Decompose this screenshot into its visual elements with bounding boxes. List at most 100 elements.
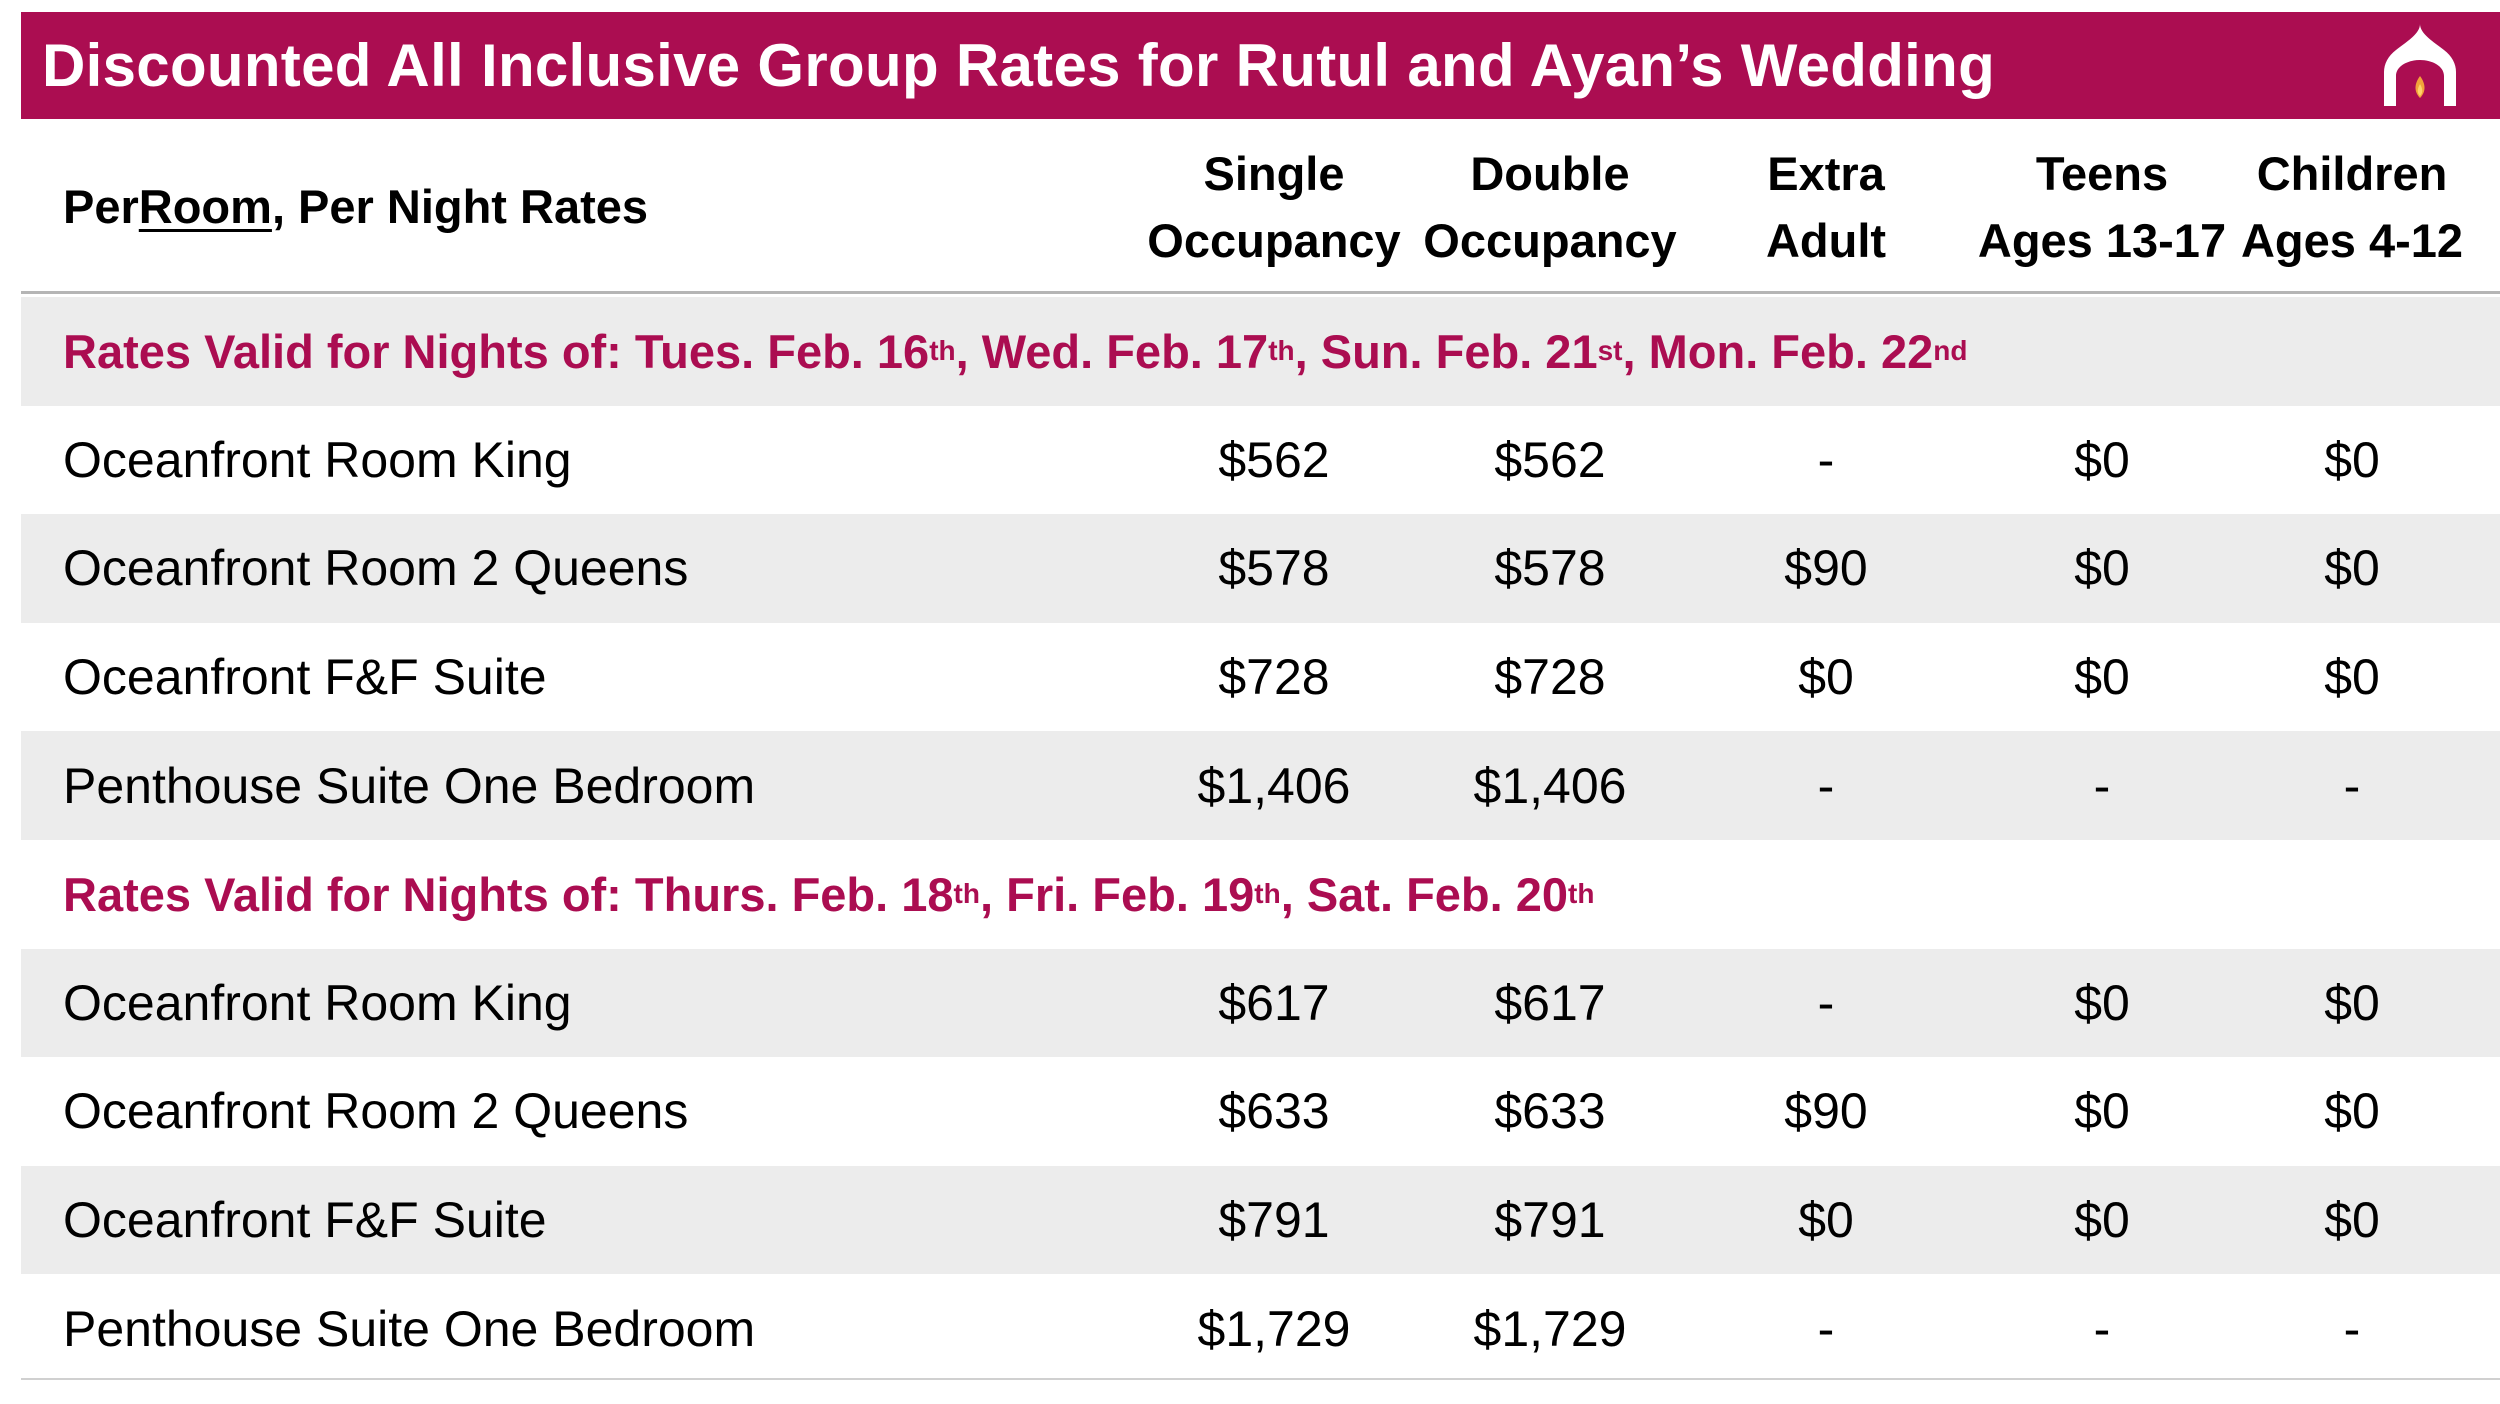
table-row: Oceanfront Room King $617 $617 - $0 $0: [21, 948, 2500, 1058]
section-date: Sat. Feb. 20: [1306, 867, 1569, 921]
rate-double-occupancy: $728: [1494, 649, 1606, 706]
section-heading-prefix: Rates Valid for Nights of:: [63, 324, 635, 378]
col-header-line2: Occupancy: [1423, 213, 1677, 267]
col-header-single: Single Occupancy: [1136, 119, 1412, 294]
section-date-separator: ,: [1294, 324, 1321, 378]
rate-double-occupancy: $791: [1494, 1192, 1606, 1249]
rate-teens: -: [2093, 757, 2111, 814]
col-header-line1: Children: [2256, 146, 2448, 200]
rate-children: $0: [2324, 431, 2380, 488]
table-header: Per Room, Per Night Rates Single Occupan…: [21, 119, 2500, 294]
rate-single-occupancy: $578: [1218, 540, 1330, 597]
section-date-separator: ,: [955, 324, 982, 378]
rate-extra-adult: -: [1817, 1300, 1835, 1357]
table-row: Oceanfront Room King $562 $562 - $0 $0: [21, 405, 2500, 515]
room-type: Oceanfront Room 2 Queens: [63, 540, 689, 597]
section-heading: Rates Valid for Nights of: Tues. Feb. 16…: [63, 324, 1968, 378]
page-title: Discounted All Inclusive Group Rates for…: [42, 32, 1996, 99]
section-heading-prefix: Rates Valid for Nights of:: [63, 867, 635, 921]
title-bar: Discounted All Inclusive Group Rates for…: [21, 12, 2500, 119]
rate-double-occupancy: $1,406: [1473, 757, 1627, 814]
row-header-pre: Per: [63, 180, 139, 233]
room-type: Penthouse Suite One Bedroom: [63, 757, 756, 814]
rate-single-occupancy: $1,729: [1197, 1300, 1351, 1357]
col-header-line2: Adult: [1765, 213, 1887, 267]
rate-extra-adult: $0: [1798, 649, 1854, 706]
col-header-children: Children Ages 4-12: [2214, 119, 2490, 294]
section-date: Sun. Feb. 21: [1320, 324, 1598, 378]
rate-single-occupancy: $617: [1218, 974, 1330, 1031]
section-heading-row: Rates Valid for Nights of: Thurs. Feb. 1…: [21, 839, 2500, 949]
room-type: Oceanfront Room 2 Queens: [63, 1083, 689, 1140]
table-body: Rates Valid for Nights of: Tues. Feb. 16…: [21, 297, 2500, 1383]
room-type: Penthouse Suite One Bedroom: [63, 1300, 756, 1357]
rate-children: $0: [2324, 540, 2380, 597]
rate-children: -: [2343, 1300, 2361, 1357]
rate-single-occupancy: $728: [1218, 649, 1330, 706]
table-row: Oceanfront F&F Suite $728 $728 $0 $0 $0: [21, 622, 2500, 732]
rate-single-occupancy: $791: [1218, 1192, 1330, 1249]
rate-double-occupancy: $617: [1494, 974, 1606, 1031]
rate-children: $0: [2324, 974, 2380, 1031]
room-type: Oceanfront Room King: [63, 431, 572, 488]
section-date: Thurs. Feb. 18: [634, 867, 954, 921]
col-header-line2: Occupancy: [1147, 213, 1401, 267]
rate-double-occupancy: $633: [1494, 1083, 1606, 1140]
col-header-teens: Teens Ages 13-17: [1964, 119, 2240, 294]
rate-teens: $0: [2074, 1083, 2130, 1140]
rate-teens: $0: [2074, 974, 2130, 1031]
section-date-separator: ,: [979, 867, 1007, 921]
rate-children: $0: [2324, 1192, 2380, 1249]
section-date: Tues. Feb. 16: [634, 324, 930, 378]
rate-single-occupancy: $562: [1218, 431, 1330, 488]
section-date-separator: ,: [1622, 324, 1649, 378]
row-header-underlined: Room: [138, 180, 272, 233]
table-row: Penthouse Suite One Bedroom $1,406 $1,406 -…: [21, 731, 2500, 840]
table-row: Oceanfront F&F Suite $791 $791 $0 $0 $0: [21, 1165, 2500, 1275]
col-header-line2: Ages 4-12: [2240, 213, 2464, 267]
rate-extra-adult: -: [1817, 757, 1835, 814]
rate-teens: $0: [2074, 1192, 2130, 1249]
rate-single-occupancy: $1,406: [1197, 757, 1351, 814]
room-type: Oceanfront F&F Suite: [63, 649, 547, 706]
rate-extra-adult: -: [1817, 431, 1835, 488]
rate-extra-adult: $90: [1784, 540, 1868, 597]
col-header-line1: Single: [1203, 146, 1345, 200]
rate-teens: $0: [2074, 540, 2130, 597]
col-header-line1: Double: [1470, 146, 1630, 200]
col-header-line1: Teens: [2035, 146, 2169, 200]
table-bottom-rule: [21, 1378, 2500, 1380]
section-date: Mon. Feb. 22: [1648, 324, 1934, 378]
rate-double-occupancy: $562: [1494, 431, 1606, 488]
rate-teens: -: [2093, 1300, 2111, 1357]
section-heading-row: Rates Valid for Nights of: Tues. Feb. 16…: [21, 297, 2500, 406]
rate-teens: $0: [2074, 649, 2130, 706]
col-header-line1: Extra: [1767, 146, 1885, 200]
section-heading: Rates Valid for Nights of: Thurs. Feb. 1…: [63, 867, 1595, 921]
col-header-line2: Ages 13-17: [1977, 213, 2227, 267]
rate-double-occupancy: $578: [1494, 540, 1606, 597]
rate-children: -: [2343, 757, 2361, 814]
row-header-label: Per Room, Per Night Rates: [63, 119, 648, 294]
rate-extra-adult: $90: [1784, 1083, 1868, 1140]
section-date: Fri. Feb. 19: [1006, 867, 1255, 921]
table-row: Penthouse Suite One Bedroom $1,729 $1,729 -…: [21, 1274, 2500, 1383]
palace-dome-flame-icon: [2384, 24, 2456, 106]
section-date-separator: ,: [1280, 867, 1307, 921]
row-header-post: , Per Night Rates: [271, 180, 649, 233]
rate-single-occupancy: $633: [1218, 1083, 1330, 1140]
rate-extra-adult: $0: [1798, 1192, 1854, 1249]
col-header-double: Double Occupancy: [1412, 119, 1688, 294]
room-type: Oceanfront F&F Suite: [63, 1192, 547, 1249]
rate-extra-adult: -: [1817, 974, 1835, 1031]
rate-children: $0: [2324, 1083, 2380, 1140]
table-row: Oceanfront Room 2 Queens $633 $633 $90 $0 $0: [21, 1057, 2500, 1166]
rate-teens: $0: [2074, 431, 2130, 488]
table-row: Oceanfront Room 2 Queens $578 $578 $90 $0 $0: [21, 514, 2500, 623]
col-header-extra-adult: Extra Adult: [1688, 119, 1964, 294]
rate-children: $0: [2324, 649, 2380, 706]
section-date: Wed. Feb. 17: [981, 324, 1269, 378]
room-type: Oceanfront Room King: [63, 974, 572, 1031]
rate-double-occupancy: $1,729: [1473, 1300, 1627, 1357]
rates-table: Discounted All Inclusive Group Rates for…: [21, 12, 2500, 1394]
